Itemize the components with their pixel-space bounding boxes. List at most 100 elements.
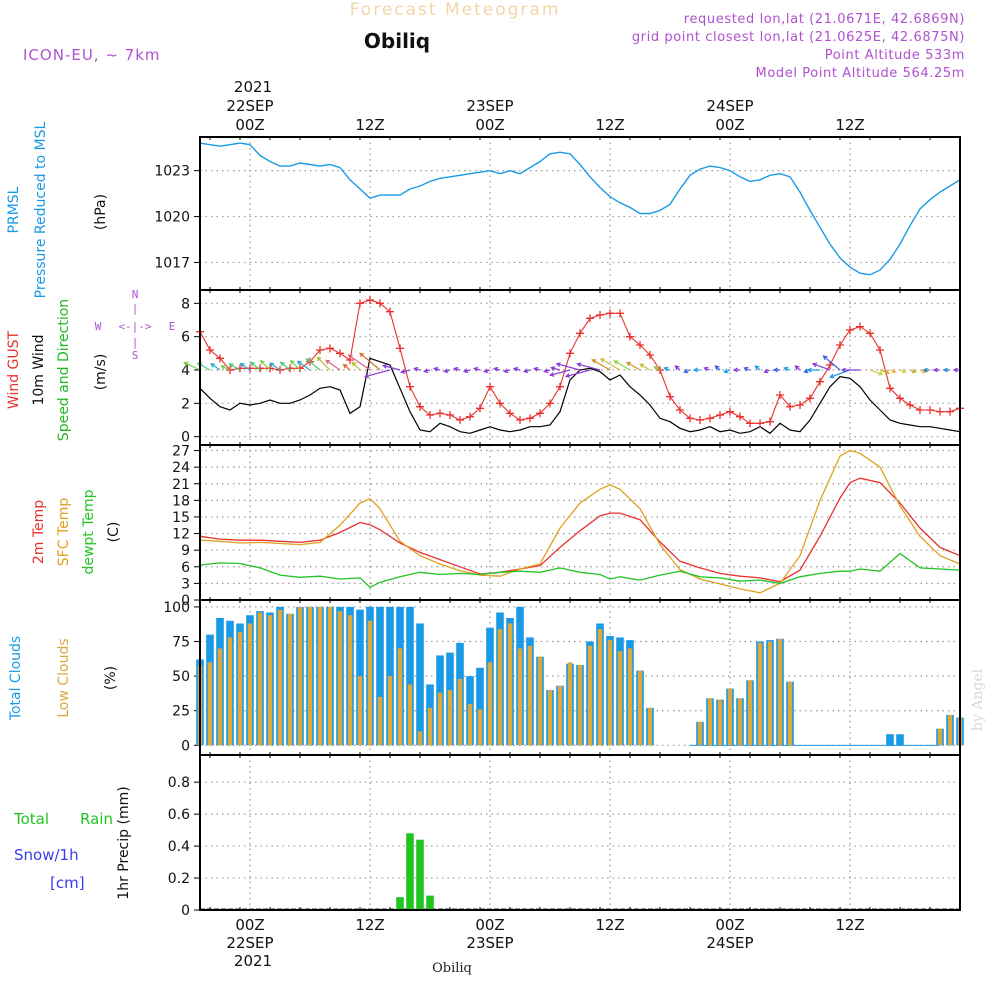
wind-direction-arrow <box>663 366 671 372</box>
gust-marker <box>706 414 714 423</box>
wind-direction-arrow <box>462 368 471 374</box>
ytick-label: 4 <box>181 363 190 379</box>
low-cloud-bar <box>547 690 553 746</box>
gust-marker <box>776 391 784 399</box>
bottom-hour-label: 00Z <box>475 916 504 934</box>
legend-rain: Rain <box>80 810 113 828</box>
wind-direction-arrow <box>674 365 681 371</box>
ytick-label: 18 <box>172 493 190 509</box>
wind-direction-arrow <box>550 366 561 371</box>
gust-marker <box>586 314 594 323</box>
low-cloud-bar <box>457 678 463 746</box>
gust-marker <box>906 401 914 409</box>
wind-direction-arrow <box>772 367 780 373</box>
rain-bar <box>426 895 434 910</box>
ytick-label: 0.6 <box>168 807 190 823</box>
low-cloud-bar <box>337 611 343 746</box>
low-cloud-bar <box>437 692 443 746</box>
ytick-label: 0.8 <box>168 775 190 791</box>
gust-marker <box>206 346 214 354</box>
compass-tick: | <box>132 302 139 315</box>
bottom-date-label: 23SEP <box>466 934 513 952</box>
low-cloud-bar <box>777 638 783 746</box>
gust-marker <box>676 406 684 414</box>
ytick-label: 0 <box>181 903 190 919</box>
ytick-label: 27 <box>172 444 190 460</box>
pressure-line <box>199 142 961 276</box>
low-cloud-bar <box>297 606 303 746</box>
ytick-label: 6 <box>181 330 190 346</box>
compass-east: E <box>169 320 176 333</box>
wind-direction-arrow <box>342 363 351 371</box>
panel-pressure: 1017 1020 1023 <box>154 137 961 290</box>
low-cloud-bar <box>937 728 943 746</box>
ytick-label: 100 <box>163 600 190 616</box>
low-cloud-title: Low Clouds <box>56 638 72 717</box>
wind-direction-arrow <box>922 367 930 373</box>
wind-direction-arrow <box>549 369 571 377</box>
gust-marker <box>546 399 554 408</box>
gust-marker <box>736 412 744 421</box>
ytick-label: 0.4 <box>168 839 190 855</box>
ytick-label: 1023 <box>154 164 190 180</box>
gust-marker <box>816 377 824 386</box>
ytick-label: 0.2 <box>168 871 190 887</box>
gust-marker <box>836 341 844 349</box>
low-cloud-bar <box>537 656 543 746</box>
gust-marker <box>216 354 224 363</box>
gust-marker <box>646 351 654 359</box>
top-hour-label: 12Z <box>355 116 384 134</box>
wind-direction-arrow <box>683 368 691 374</box>
compass-arrows: <-|-> <box>118 320 151 333</box>
wind-unit: (m/s) <box>93 354 109 391</box>
wind-direction-arrow <box>806 367 820 373</box>
low-cloud-bar <box>787 681 793 746</box>
gust-marker <box>266 364 274 373</box>
low-cloud-bar <box>737 698 743 746</box>
low-cloud-bar <box>247 623 253 746</box>
low-cloud-bar <box>557 685 563 746</box>
wind-direction-arrow <box>289 359 301 371</box>
bottom-hour-label: 12Z <box>355 916 384 934</box>
wind-direction-arrow <box>183 361 201 371</box>
low-cloud-bar <box>767 641 773 746</box>
panel-frame <box>199 754 961 911</box>
wind-direction-arrow <box>239 362 251 371</box>
wind-direction-arrow <box>653 366 661 371</box>
gust-marker <box>806 394 814 403</box>
wind-direction-arrow <box>625 361 641 371</box>
low-cloud-bar <box>647 707 653 746</box>
gust-marker <box>466 412 474 421</box>
ytick-label: 21 <box>172 477 190 493</box>
gust-marker <box>386 307 394 316</box>
gust-marker <box>456 416 464 424</box>
wind-direction-arrow <box>869 369 884 376</box>
wind-direction-arrow <box>359 352 381 371</box>
total-cloud-bar <box>886 734 894 746</box>
top-year: 2021 <box>234 78 272 96</box>
ytick-label: 8 <box>181 296 190 312</box>
gust-marker <box>316 346 324 354</box>
low-cloud-bar <box>597 629 603 746</box>
top-date-label: 22SEP <box>226 97 273 115</box>
wind-direction-arrow <box>899 368 907 374</box>
wind-direction-arrow <box>210 363 221 371</box>
rain-bar <box>396 897 404 910</box>
panel-frame <box>199 289 961 446</box>
ytick-label: 75 <box>172 635 190 651</box>
low-cloud-bar <box>377 696 383 746</box>
gust-marker <box>366 296 374 304</box>
wind-direction-arrow <box>347 354 371 371</box>
low-cloud-bar <box>577 665 583 746</box>
total-cloud-bar <box>896 734 904 746</box>
pressure-unit: (hPa) <box>93 194 109 230</box>
gust-marker <box>596 311 604 319</box>
low-cloud-bar <box>727 688 733 746</box>
wind-direction-arrow <box>639 363 651 371</box>
dewpt-line <box>199 552 961 589</box>
gust-marker <box>726 407 734 416</box>
gust-marker <box>486 382 494 391</box>
low-cloud-bar <box>317 606 323 746</box>
low-cloud-bar <box>387 676 393 746</box>
low-cloud-bar <box>747 680 753 746</box>
